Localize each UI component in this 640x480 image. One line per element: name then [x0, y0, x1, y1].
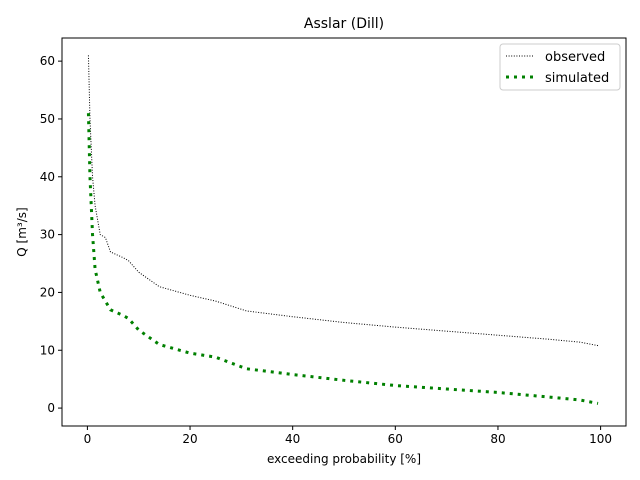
legend-simulated-label: simulated — [545, 71, 609, 86]
x-tick-label: 60 — [388, 432, 403, 446]
x-tick-label: 0 — [84, 432, 92, 446]
y-tick-label: 40 — [40, 170, 55, 184]
plot-frame — [61, 37, 627, 427]
legend: observed simulated — [499, 43, 621, 91]
observed-series-line — [87, 55, 599, 347]
y-tick-label: 10 — [40, 343, 55, 357]
x-tick-label: 100 — [589, 432, 612, 446]
y-tick-label: 20 — [40, 285, 55, 299]
x-axis-label: exceeding probability [%] — [267, 452, 421, 466]
legend-observed-label: observed — [545, 50, 605, 65]
x-tick-label: 80 — [490, 432, 505, 446]
y-axis-label: Q [m³/s] — [15, 207, 29, 256]
y-tick-label: 60 — [40, 54, 55, 68]
y-tick-label: 30 — [40, 228, 55, 242]
y-tick-label: 50 — [40, 112, 55, 126]
chart-title: Asslar (Dill) — [304, 16, 384, 32]
y-tick-label: 0 — [47, 401, 55, 415]
simulated-series-line — [86, 113, 599, 405]
x-tick-label: 40 — [285, 432, 300, 446]
x-tick-label: 20 — [182, 432, 197, 446]
